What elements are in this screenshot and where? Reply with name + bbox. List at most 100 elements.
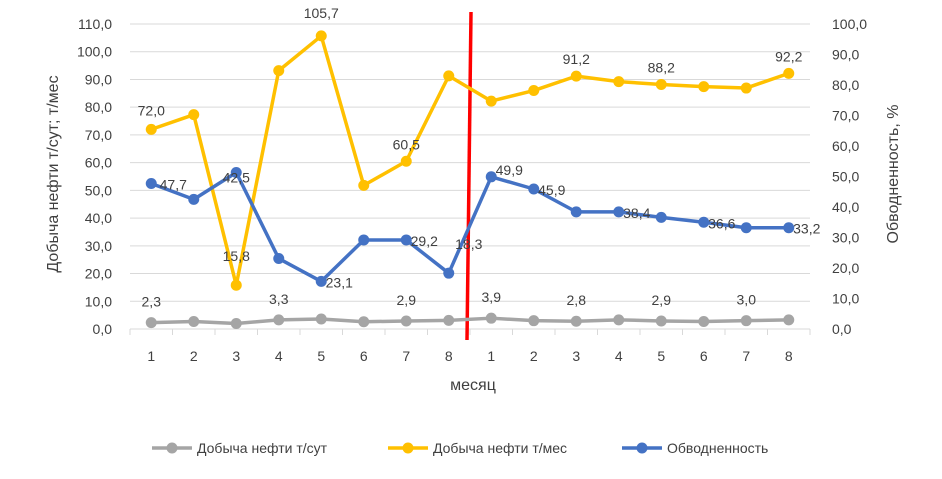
x-tick-label: 6 — [360, 348, 368, 364]
period-divider-line — [465, 11, 473, 341]
series-oil-per-month-point — [188, 109, 200, 121]
series-water-cut-point — [273, 253, 285, 265]
legend-oil-per-day-swatch-marker — [166, 442, 178, 454]
y-left-tick-label: 10,0 — [85, 293, 112, 309]
series-water-cut-point — [230, 167, 242, 179]
y-left-tick-label: 80,0 — [85, 99, 112, 115]
series-water-cut-data-label: 42,5 — [223, 170, 250, 186]
series-water-cut-point — [613, 206, 625, 218]
series-oil-per-month-data-label: 105,7 — [304, 5, 339, 21]
series-water-cut-point — [528, 183, 540, 195]
y-left-tick-label: 40,0 — [85, 210, 112, 226]
series-oil-per-month-data-label: 92,2 — [775, 48, 802, 64]
series-water-cut-point — [188, 193, 200, 205]
series-water-cut-point — [145, 178, 157, 190]
series-oil-per-month-point — [358, 179, 370, 191]
series-water-cut-line — [150, 170, 789, 284]
legend-water-cut-label: Обводненность — [667, 440, 768, 456]
series-oil-per-day-point — [655, 315, 667, 327]
x-tick-label: 1 — [487, 348, 495, 364]
series-oil-per-day-point — [698, 316, 710, 328]
series-water-cut-point — [570, 206, 582, 218]
series-oil-per-month-point — [613, 76, 625, 88]
x-tick-label: 1 — [147, 348, 155, 364]
y-right-tick-label: 90,0 — [832, 47, 859, 63]
legend-water-cut-swatch-marker — [636, 442, 648, 454]
series-oil-per-day-data-label: 3,0 — [737, 292, 757, 308]
series-oil-per-month-point — [400, 155, 412, 167]
series-oil-per-day-point — [273, 314, 285, 326]
series-oil-per-month-line — [150, 34, 790, 287]
series-water-cut-data-label: 38,4 — [623, 205, 650, 221]
x-tick-label: 3 — [572, 348, 580, 364]
series-oil-per-day-data-label: 2,3 — [142, 294, 162, 310]
x-tick-label: 5 — [657, 348, 665, 364]
series-oil-per-day-point — [613, 314, 625, 326]
series-oil-per-month-data-label: 72,0 — [138, 102, 165, 118]
x-tick-label: 2 — [190, 348, 198, 364]
y-right-tick-label: 50,0 — [832, 169, 859, 185]
axes: 0,010,020,030,040,050,060,070,080,090,01… — [77, 16, 867, 364]
series-oil-per-day-data-label: 3,9 — [482, 289, 502, 305]
series-oil-per-month-point — [740, 82, 752, 94]
y-right-tick-label: 0,0 — [832, 321, 852, 337]
y-right-tick-label: 20,0 — [832, 260, 859, 276]
series-water-cut-data-label: 33,2 — [793, 221, 820, 237]
y-right-tick-label: 100,0 — [832, 16, 867, 32]
x-tick-label: 3 — [232, 348, 240, 364]
y-left-tick-label: 100,0 — [77, 44, 112, 60]
series-oil-per-day-point — [230, 317, 242, 329]
series-oil-per-month-data-label: 15,8 — [223, 248, 250, 264]
series-oil-per-month-point — [655, 78, 667, 90]
y-left-tick-label: 0,0 — [93, 321, 113, 337]
y-left-tick-label: 70,0 — [85, 127, 112, 143]
series-water-cut-data-label: 23,1 — [326, 274, 353, 290]
series-oil-per-day-point — [740, 315, 752, 327]
x-axis-title: месяц — [450, 377, 496, 394]
y-right-tick-label: 80,0 — [832, 77, 859, 93]
y-left-tick-label: 110,0 — [78, 16, 112, 32]
series-oil-per-day-point — [783, 314, 795, 326]
y-left-tick-label: 50,0 — [85, 182, 112, 198]
right-axis-title: Обводненность, % — [885, 105, 902, 244]
series-oil-per-day-point — [315, 313, 327, 325]
series-oil-per-month-point — [443, 70, 455, 82]
series-water-cut-point — [315, 275, 327, 287]
series-oil-per-month-point — [145, 123, 157, 135]
series-water-cut-point — [400, 234, 412, 246]
series-water-cut-data-label: 49,9 — [496, 162, 523, 178]
y-right-tick-label: 60,0 — [832, 138, 859, 154]
y-left-tick-label: 90,0 — [85, 71, 112, 87]
series-oil-per-day-point — [400, 315, 412, 327]
series-oil-per-month-point — [783, 67, 795, 79]
series-oil-per-day-point — [570, 315, 582, 327]
left-axis-title: Добыча нефти т/сут; т/мес — [45, 75, 62, 272]
y-right-tick-label: 30,0 — [832, 230, 859, 246]
series-oil-per-day-data-label: 3,3 — [269, 291, 289, 307]
legend-oil-per-month-label: Добыча нефти т/мес — [433, 440, 567, 456]
series-oil-per-day-data-label: 2,8 — [567, 292, 587, 308]
x-tick-label: 8 — [785, 348, 793, 364]
series-oil-per-month-data-label: 60,5 — [393, 136, 420, 152]
series-oil-per-day-data-label: 2,9 — [652, 292, 672, 308]
series-oil-per-day-point — [485, 312, 497, 324]
series-oil-per-day-point — [528, 315, 540, 327]
data-labels: 2,3 3,3 2,9 3,9 2,8 2,9 3,0 72,0 15,8 105,7 60,5 91… — [138, 5, 821, 310]
series-water-cut-point — [698, 216, 710, 228]
series-water-cut-data-label: 47,7 — [160, 177, 187, 193]
y-right-tick-label: 70,0 — [832, 108, 859, 124]
y-left-tick-label: 30,0 — [85, 238, 112, 254]
series-oil-per-month-point — [528, 85, 540, 97]
legend: Добыча нефти т/сут Добыча нефти т/мес Обво… — [152, 440, 768, 456]
series-layer — [145, 30, 795, 329]
series-water-cut-data-label: 45,9 — [538, 182, 565, 198]
x-tick-label: 7 — [402, 348, 410, 364]
series-oil-per-month-data-label: 91,2 — [563, 51, 590, 67]
x-tick-label: 4 — [275, 348, 283, 364]
series-oil-per-month-data-label: 88,2 — [648, 59, 675, 75]
series-water-cut-point — [783, 222, 795, 234]
series-oil-per-day-point — [358, 316, 370, 328]
series-water-cut-point — [443, 267, 455, 279]
series-water-cut-point — [655, 211, 667, 223]
